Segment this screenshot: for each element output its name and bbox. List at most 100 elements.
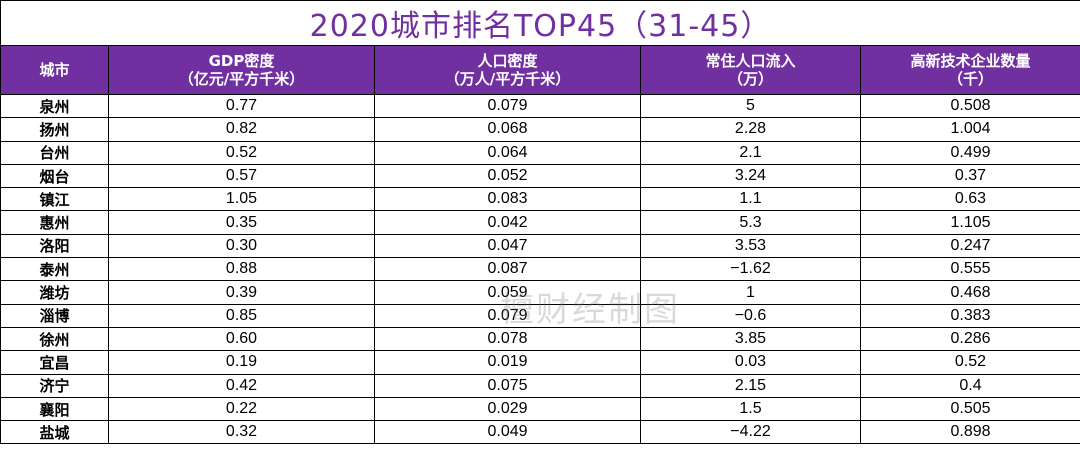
cell-hightech-firms: 0.52: [860, 350, 1080, 375]
header-hightech-firms: 高新技术企业数量 （千）: [860, 45, 1080, 95]
cell-hightech-firms: 0.63: [860, 187, 1080, 212]
cell-population-density: 0.047: [374, 233, 641, 259]
cell-city: 潍坊: [0, 280, 109, 305]
cell-population-inflow: 1.1: [640, 187, 861, 212]
cell-city: 盐城: [0, 420, 109, 445]
cell-population-density: 0.078: [374, 326, 641, 352]
cell-gdp-density: 1.05: [108, 187, 375, 212]
table-row: 烟台 0.57 0.052 3.24 0.37: [0, 163, 1080, 189]
cell-population-inflow: 3.85: [640, 326, 861, 352]
cell-city: 淄博: [0, 303, 109, 328]
ranking-table: 2020城市排名TOP45（31-45） 城市 GDP密度 （亿元/平方千米） 人…: [0, 0, 1080, 445]
cell-city: 洛阳: [0, 233, 109, 259]
cell-city: 惠州: [0, 210, 109, 235]
cell-gdp-density: 0.88: [108, 257, 375, 282]
table-row: 惠州 0.35 0.042 5.3 1.105: [0, 210, 1080, 235]
cell-gdp-density: 0.32: [108, 420, 375, 445]
table-row: 洛阳 0.30 0.047 3.53 0.247: [0, 233, 1080, 259]
cell-city: 襄阳: [0, 396, 109, 422]
cell-population-inflow: 3.24: [640, 163, 861, 189]
cell-gdp-density: 0.39: [108, 280, 375, 305]
cell-hightech-firms: 0.898: [860, 420, 1080, 445]
cell-gdp-density: 0.42: [108, 373, 375, 398]
table-row: 济宁 0.42 0.075 2.15 0.4: [0, 373, 1080, 398]
cell-population-density: 0.049: [374, 420, 641, 445]
cell-gdp-density: 0.57: [108, 163, 375, 189]
cell-population-density: 0.059: [374, 280, 641, 305]
cell-hightech-firms: 0.505: [860, 396, 1080, 422]
cell-city: 泉州: [0, 93, 109, 119]
cell-population-density: 0.029: [374, 396, 641, 422]
cell-gdp-density: 0.82: [108, 117, 375, 142]
table-row: 宜昌 0.19 0.019 0.03 0.52: [0, 350, 1080, 375]
cell-population-inflow: 1: [640, 280, 861, 305]
cell-city: 扬州: [0, 117, 109, 142]
cell-population-density: 0.064: [374, 140, 641, 165]
cell-hightech-firms: 0.286: [860, 326, 1080, 352]
cell-gdp-density: 0.22: [108, 396, 375, 422]
cell-population-inflow: 2.1: [640, 140, 861, 165]
cell-population-density: 0.019: [374, 350, 641, 375]
table-row: 襄阳 0.22 0.029 1.5 0.505: [0, 396, 1080, 422]
cell-city: 泰州: [0, 257, 109, 282]
cell-city: 台州: [0, 140, 109, 165]
cell-population-density: 0.079: [374, 93, 641, 119]
cell-city: 宜昌: [0, 350, 109, 375]
cell-hightech-firms: 0.468: [860, 280, 1080, 305]
cell-city: 烟台: [0, 163, 109, 189]
cell-population-inflow: 2.15: [640, 373, 861, 398]
cell-population-density: 0.087: [374, 257, 641, 282]
table-row: 潍坊 0.39 0.059 1 0.468: [0, 280, 1080, 305]
table-title: 2020城市排名TOP45（31-45）: [0, 0, 1080, 46]
cell-city: 镇江: [0, 187, 109, 212]
cell-population-density: 0.068: [374, 117, 641, 142]
cell-population-inflow: 5.3: [640, 210, 861, 235]
cell-hightech-firms: 0.37: [860, 163, 1080, 189]
cell-hightech-firms: 1.105: [860, 210, 1080, 235]
cell-population-inflow: 0.03: [640, 350, 861, 375]
cell-population-density: 0.075: [374, 373, 641, 398]
cell-population-density: 0.042: [374, 210, 641, 235]
cell-hightech-firms: 0.4: [860, 373, 1080, 398]
cell-gdp-density: 0.77: [108, 93, 375, 119]
table-row: 徐州 0.60 0.078 3.85 0.286: [0, 326, 1080, 352]
cell-population-density: 0.079: [374, 303, 641, 328]
table-row: 泰州 0.88 0.087 −1.62 0.555: [0, 257, 1080, 282]
cell-hightech-firms: 0.508: [860, 93, 1080, 119]
cell-population-inflow: −1.62: [640, 257, 861, 282]
table-row: 台州 0.52 0.064 2.1 0.499: [0, 140, 1080, 165]
cell-gdp-density: 0.60: [108, 326, 375, 352]
cell-population-inflow: 1.5: [640, 396, 861, 422]
cell-hightech-firms: 0.499: [860, 140, 1080, 165]
cell-hightech-firms: 0.555: [860, 257, 1080, 282]
cell-gdp-density: 0.85: [108, 303, 375, 328]
cell-gdp-density: 0.19: [108, 350, 375, 375]
cell-hightech-firms: 0.383: [860, 303, 1080, 328]
cell-gdp-density: 0.52: [108, 140, 375, 165]
header-population-inflow: 常住人口流入 （万）: [640, 45, 861, 95]
cell-gdp-density: 0.35: [108, 210, 375, 235]
cell-hightech-firms: 0.247: [860, 233, 1080, 259]
cell-population-inflow: −0.6: [640, 303, 861, 328]
table-row: 盐城 0.32 0.049 −4.22 0.898: [0, 420, 1080, 445]
table-row: 淄博 0.85 0.079 −0.6 0.383: [0, 303, 1080, 328]
cell-population-inflow: 5: [640, 93, 861, 119]
cell-population-inflow: −4.22: [640, 420, 861, 445]
cell-city: 济宁: [0, 373, 109, 398]
table-row: 泉州 0.77 0.079 5 0.508: [0, 93, 1080, 119]
table-row: 扬州 0.82 0.068 2.28 1.004: [0, 117, 1080, 142]
table-body: 泉州 0.77 0.079 5 0.508 扬州 0.82 0.068 2.28 1.004 台州 0…: [0, 93, 1080, 445]
cell-hightech-firms: 1.004: [860, 117, 1080, 142]
cell-population-density: 0.052: [374, 163, 641, 189]
cell-population-inflow: 2.28: [640, 117, 861, 142]
header-gdp-density: GDP密度 （亿元/平方千米）: [108, 45, 375, 95]
header-row: 城市 GDP密度 （亿元/平方千米） 人口密度 （万人/平方千米） 常住人口流入 （万…: [0, 45, 1080, 95]
cell-gdp-density: 0.30: [108, 233, 375, 259]
cell-population-density: 0.083: [374, 187, 641, 212]
header-population-density: 人口密度 （万人/平方千米）: [374, 45, 641, 95]
cell-population-inflow: 3.53: [640, 233, 861, 259]
cell-city: 徐州: [0, 326, 109, 352]
header-city: 城市: [0, 45, 109, 95]
table-row: 镇江 1.05 0.083 1.1 0.63: [0, 187, 1080, 212]
